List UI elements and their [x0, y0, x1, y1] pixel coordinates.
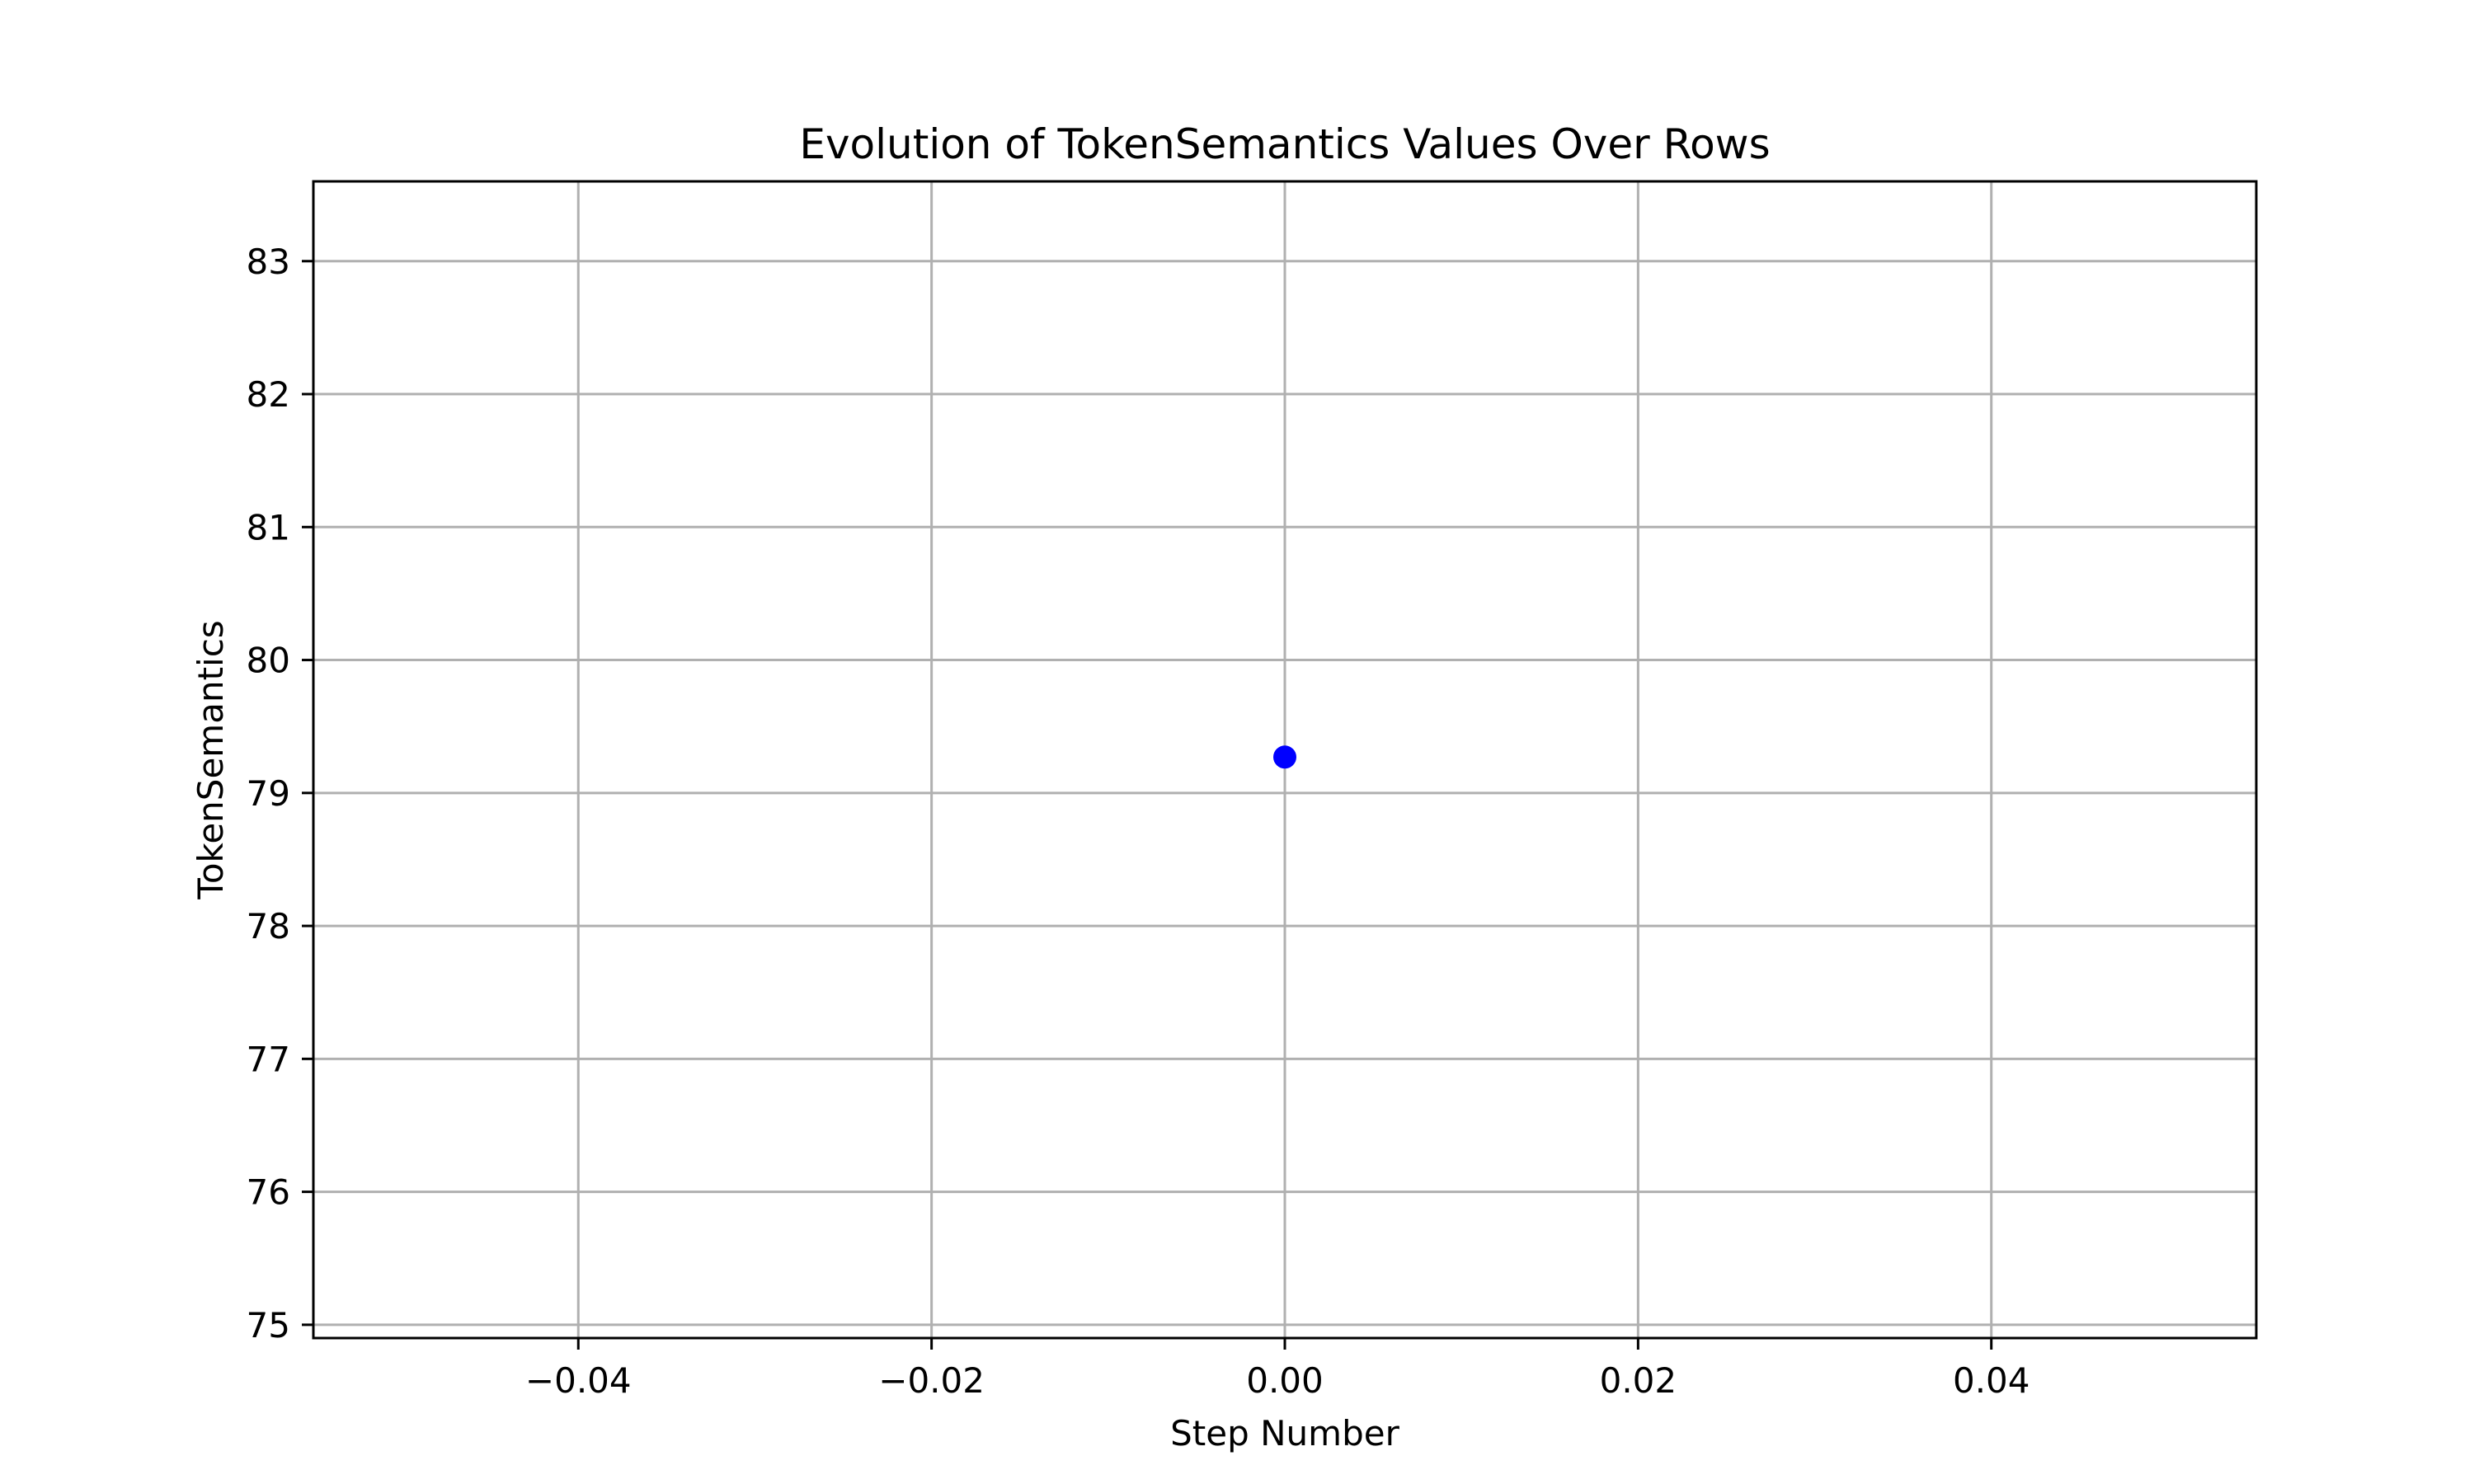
x-tick-label: 0.04	[1953, 1360, 2030, 1401]
grid-layer	[313, 181, 2256, 1338]
y-tick-label: 83	[247, 242, 290, 282]
y-tick-label: 77	[247, 1039, 290, 1079]
y-tick-label: 78	[247, 906, 290, 946]
x-tick-label: −0.04	[525, 1360, 632, 1401]
y-tick-label: 80	[247, 641, 290, 681]
marks-layer	[1273, 745, 1296, 769]
chart-title: Evolution of TokenSemantics Values Over …	[799, 120, 1770, 168]
y-tick-label: 81	[247, 507, 290, 547]
y-tick-label: 76	[247, 1172, 290, 1213]
y-axis-title: TokenSemantics	[190, 620, 231, 899]
y-tick-label: 82	[247, 374, 290, 415]
x-tick-label: 0.02	[1600, 1360, 1677, 1401]
x-tick-label: −0.02	[878, 1360, 985, 1401]
y-tick-label: 79	[247, 773, 290, 814]
y-tick-label: 75	[247, 1305, 290, 1345]
x-axis-title: Step Number	[1170, 1413, 1399, 1453]
data-point	[1273, 745, 1296, 769]
ticks-layer: −0.04 −0.02 0.00 0.02 0.04 75 76 77 78 79 80 81 82 83	[247, 242, 2030, 1401]
x-tick-label: 0.00	[1246, 1360, 1324, 1401]
